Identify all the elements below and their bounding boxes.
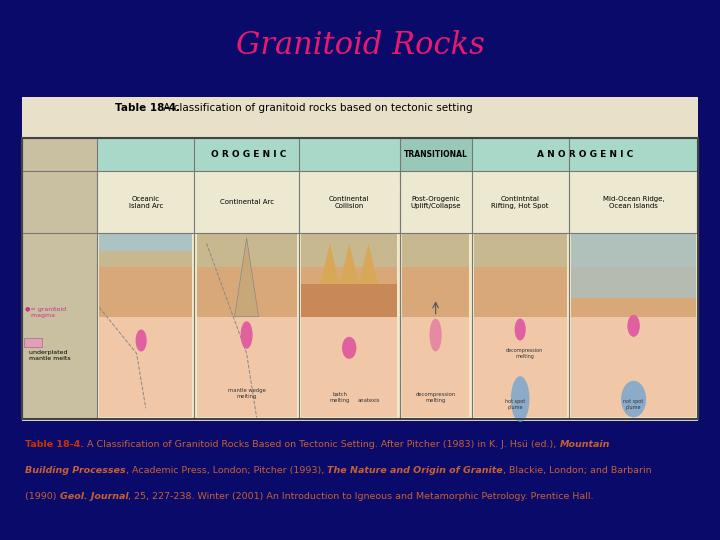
- Text: Table 18-4.: Table 18-4.: [25, 440, 84, 449]
- Text: Continental
Collision: Continental Collision: [329, 196, 369, 209]
- Polygon shape: [235, 238, 258, 316]
- Bar: [472, 138, 698, 171]
- Bar: [22, 138, 698, 418]
- Text: The Nature and Origin of Granite: The Nature and Origin of Granite: [327, 466, 503, 475]
- Ellipse shape: [342, 337, 356, 359]
- Text: Table 18-4.: Table 18-4.: [115, 103, 180, 113]
- Text: ●= granitoid
   magma: ●= granitoid magma: [25, 307, 66, 318]
- Bar: [97, 171, 698, 233]
- Bar: [571, 234, 696, 267]
- Text: TRANSITIONAL: TRANSITIONAL: [404, 150, 467, 159]
- Polygon shape: [320, 244, 340, 284]
- Ellipse shape: [627, 315, 640, 337]
- Text: , 25, 227-238. Winter (2001) An Introduction to Igneous and Metamorphic Petrolog: , 25, 227-238. Winter (2001) An Introduc…: [128, 492, 594, 501]
- Text: hot spot
plume: hot spot plume: [505, 399, 526, 410]
- Text: , Blackie, London; and Barbarin: , Blackie, London; and Barbarin: [503, 466, 652, 475]
- Text: Geol. Journal: Geol. Journal: [60, 492, 128, 501]
- Text: underplated
  mantle melts: underplated mantle melts: [25, 350, 71, 361]
- Text: batch
melting: batch melting: [329, 392, 350, 403]
- Bar: [99, 234, 192, 267]
- Bar: [97, 138, 400, 171]
- Bar: [24, 338, 42, 347]
- Bar: [400, 138, 472, 171]
- Ellipse shape: [135, 329, 147, 352]
- Text: Granitoid Rocks: Granitoid Rocks: [235, 30, 485, 62]
- Bar: [571, 234, 696, 299]
- Text: Mid-Ocean Ridge,
Ocean Islands: Mid-Ocean Ridge, Ocean Islands: [603, 196, 665, 209]
- Bar: [22, 138, 698, 418]
- Bar: [571, 267, 696, 316]
- Bar: [301, 284, 397, 316]
- Ellipse shape: [621, 381, 646, 417]
- Polygon shape: [340, 244, 359, 284]
- Text: decompression
melting: decompression melting: [506, 348, 544, 359]
- Bar: [474, 234, 567, 267]
- Bar: [99, 316, 192, 417]
- Text: , Academic Press, London; Pitcher (1993),: , Academic Press, London; Pitcher (1993)…: [126, 466, 327, 475]
- Text: A classification of granitoid rocks based on tectonic setting: A classification of granitoid rocks base…: [160, 103, 472, 113]
- Bar: [197, 316, 297, 417]
- Bar: [402, 267, 469, 316]
- Text: decompression
melting: decompression melting: [415, 392, 456, 403]
- Text: anatexis: anatexis: [357, 398, 379, 403]
- Bar: [22, 138, 97, 418]
- Text: mantle wedge
melting: mantle wedge melting: [228, 388, 266, 399]
- Ellipse shape: [430, 319, 441, 352]
- Text: Post-Orogenic
Uplift/Collapse: Post-Orogenic Uplift/Collapse: [410, 196, 461, 209]
- Ellipse shape: [511, 376, 529, 422]
- Bar: [197, 267, 297, 316]
- Bar: [402, 234, 469, 267]
- Text: A N O R O G E N I C: A N O R O G E N I C: [537, 150, 633, 159]
- Text: Oceanic
Island Arc: Oceanic Island Arc: [129, 196, 163, 209]
- Text: not spot
plume: not spot plume: [624, 399, 644, 410]
- Ellipse shape: [515, 319, 526, 341]
- Text: (1990): (1990): [25, 492, 60, 501]
- Polygon shape: [359, 244, 378, 284]
- Text: Continental Arc: Continental Arc: [220, 199, 274, 205]
- Bar: [197, 234, 297, 267]
- Text: Contintntal
Rifting, Hot Spot: Contintntal Rifting, Hot Spot: [492, 196, 549, 209]
- Bar: [22, 97, 698, 421]
- Bar: [474, 316, 567, 417]
- Text: A Classification of Granitoid Rocks Based on Tectonic Setting. After Pitcher (19: A Classification of Granitoid Rocks Base…: [84, 440, 559, 449]
- Bar: [301, 316, 397, 417]
- Bar: [402, 316, 469, 417]
- Bar: [99, 234, 192, 251]
- Bar: [571, 316, 696, 417]
- Ellipse shape: [240, 321, 253, 349]
- Bar: [474, 267, 567, 316]
- Bar: [301, 267, 397, 316]
- Bar: [99, 267, 192, 316]
- Text: Mountain: Mountain: [559, 440, 610, 449]
- Bar: [301, 234, 397, 267]
- Text: O R O G E N I C: O R O G E N I C: [211, 150, 286, 159]
- Text: Building Processes: Building Processes: [25, 466, 126, 475]
